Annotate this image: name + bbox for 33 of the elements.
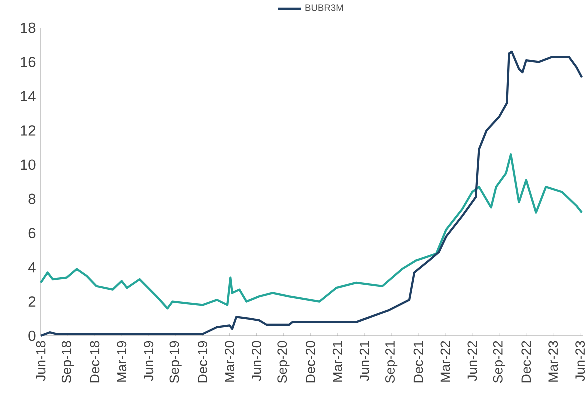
x-tick-label: Jun-19 bbox=[144, 341, 154, 382]
y-tick-label: 6 bbox=[28, 228, 36, 239]
y-tick-label: 2 bbox=[28, 296, 36, 307]
x-tick-label: Dec-21 bbox=[414, 341, 424, 383]
y-tick-label: 4 bbox=[28, 262, 36, 273]
x-tick-label: Sep-22 bbox=[493, 341, 506, 384]
x-tick-label: Dec-20 bbox=[306, 341, 316, 383]
legend-label: BUBR3M bbox=[306, 4, 344, 12]
x-tick-label: Mar-19 bbox=[117, 341, 127, 382]
x-tick-label: Jun-20 bbox=[252, 341, 262, 382]
y-tick-label: 8 bbox=[28, 194, 36, 204]
y-tick-label: 12 bbox=[21, 126, 36, 136]
x-tick-label: Dec-18 bbox=[90, 341, 100, 383]
x-tick-label: Jun-18 bbox=[36, 341, 46, 382]
x-tick-label: Jun-23 bbox=[576, 341, 585, 382]
x-tick-label: Mar-21 bbox=[332, 341, 342, 382]
y-tick-label: 16 bbox=[21, 57, 36, 68]
x-tick-label: Sep-21 bbox=[386, 341, 398, 384]
x-tick-label: Sep-19 bbox=[170, 341, 182, 384]
x-tick-label: Sep-20 bbox=[278, 341, 290, 384]
x-tick-label: Mar-23 bbox=[548, 341, 558, 382]
line-series bbox=[40, 154, 584, 310]
x-tick-label: Sep-18 bbox=[62, 341, 74, 384]
y-tick-label: 0 bbox=[28, 330, 36, 342]
x-tick-label: Dec-22 bbox=[522, 341, 532, 383]
y-tick-label: 18 bbox=[21, 22, 36, 34]
y-tick-label: 10 bbox=[21, 160, 36, 170]
x-tick-label: Jun-22 bbox=[468, 341, 478, 382]
y-tick-label: 14 bbox=[21, 91, 36, 102]
x-tick-label: Mar-22 bbox=[440, 341, 450, 382]
x-tick-label: Dec-19 bbox=[198, 341, 208, 383]
x-tick-label: Jun-21 bbox=[360, 341, 370, 382]
x-tick-label: Mar-20 bbox=[225, 341, 234, 382]
